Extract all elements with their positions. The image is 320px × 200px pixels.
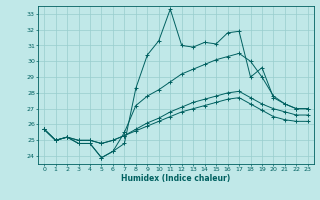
X-axis label: Humidex (Indice chaleur): Humidex (Indice chaleur) [121, 174, 231, 183]
